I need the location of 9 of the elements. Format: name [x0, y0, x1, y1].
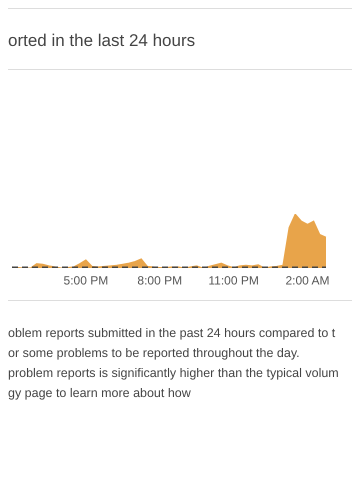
- x-tick-label: 2:00 AM: [286, 274, 330, 288]
- text: oblem reports submitted in the past 24 hours compared to t: [8, 325, 336, 342]
- text: problem reports is significantly higher than the typical volum: [8, 365, 340, 382]
- x-tick-label: 11:00 PM: [208, 274, 259, 288]
- text: or some problems to be reported throughout the day.: [8, 345, 301, 362]
- chart-title: orted in the last 24 hours: [8, 8, 352, 70]
- text: gy page to learn more about how: [8, 385, 192, 402]
- x-tick-label: 5:00 PM: [64, 274, 108, 288]
- x-tick-label: 8:00 PM: [137, 274, 182, 288]
